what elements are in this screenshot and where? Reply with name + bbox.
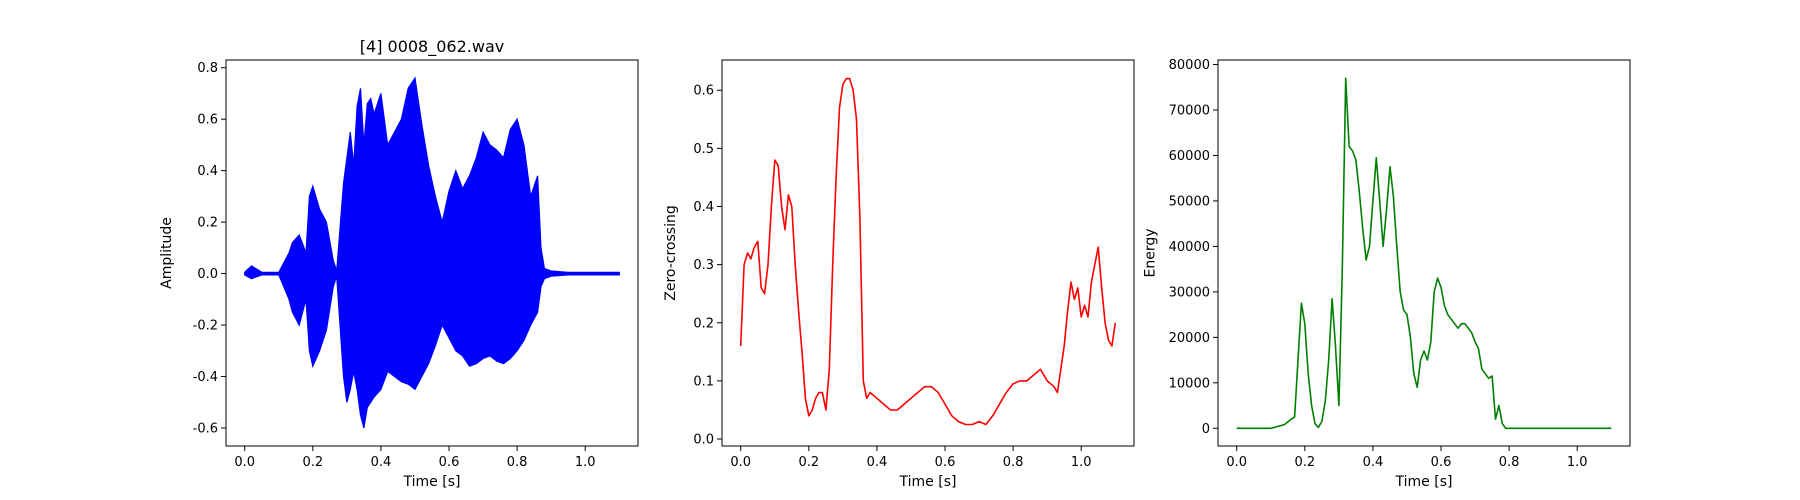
x-tick-label: 0.2 (798, 455, 819, 470)
axes-frame (225, 59, 639, 447)
amplitude-plot: 0.0 0.2 0.4 0.6 0.8 1.0 -0.6 -0.4 -0.2 0.0 0.2 0.4 0… (159, 37, 639, 490)
y-tick-label: 0.3 (693, 258, 714, 273)
y-axis-label: Energy (1143, 228, 1159, 277)
x-tick-label: 1.0 (1071, 455, 1092, 470)
y-tick-label: 70000 (1169, 104, 1210, 119)
x-tick-label: 0.4 (867, 455, 888, 470)
x-tick-label: 1.0 (1567, 455, 1588, 470)
zero-crossing-plot: 0.0 0.2 0.4 0.6 0.8 1.0 0.0 0.1 0.2 0.3 0.4 0.5 0.6 T… (663, 59, 1135, 490)
y-tick-label: 50000 (1169, 194, 1210, 209)
y-tick-label: 0.0 (197, 267, 218, 282)
x-tick-label: 0.0 (1226, 455, 1247, 470)
x-axis-label: Time [s] (1395, 474, 1453, 490)
y-tick-label: 60000 (1169, 149, 1210, 164)
x-tick-label: 0.8 (1003, 455, 1024, 470)
y-tick-label: 0.1 (693, 374, 714, 389)
x-tick-label: 0.6 (439, 455, 460, 470)
x-tick-label: 0.4 (1363, 455, 1384, 470)
axes-frame (1217, 59, 1631, 447)
y-axis-label: Amplitude (159, 217, 175, 289)
x-axis-label: Time [s] (403, 474, 461, 490)
x-tick-label: 0.0 (234, 455, 255, 470)
axes-frame (721, 59, 1135, 447)
y-tick-label: 0.8 (197, 61, 218, 76)
waveform-envelope (244, 76, 620, 429)
y-tick-label: 0.6 (693, 84, 714, 99)
energy-plot: 0.0 0.2 0.4 0.6 0.8 1.0 0 10000 20000 30000 40000 5… (1143, 58, 1631, 490)
x-tick-label: 0.8 (507, 455, 528, 470)
x-axis-label: Time [s] (899, 474, 957, 490)
chart-title: [4] 0008_062.wav (360, 37, 504, 57)
y-tick-label: -0.2 (193, 319, 218, 334)
series-line (739, 77, 1117, 426)
y-tick-label: 0.6 (197, 113, 218, 128)
y-tick-label: 0.2 (197, 216, 218, 231)
y-tick-label: 0.5 (693, 142, 714, 157)
x-tick-label: 0.2 (1294, 455, 1315, 470)
x-tick-label: 0.2 (302, 455, 323, 470)
y-tick-label: 80000 (1169, 58, 1210, 73)
x-tick-label: 0.4 (371, 455, 392, 470)
series-line (1236, 77, 1612, 430)
y-tick-label: -0.4 (193, 370, 218, 385)
y-tick-label: -0.6 (193, 421, 218, 436)
y-tick-label: 20000 (1169, 331, 1210, 346)
y-tick-label: 0.4 (693, 200, 714, 215)
y-tick-label: 0.4 (197, 164, 218, 179)
y-axis-label: Zero-crossing (663, 205, 679, 300)
y-tick-label: 0.2 (693, 316, 714, 331)
x-tick-label: 0.6 (1431, 455, 1452, 470)
y-tick-label: 40000 (1169, 240, 1210, 255)
y-tick-label: 10000 (1169, 376, 1210, 391)
y-tick-label: 30000 (1169, 285, 1210, 300)
x-tick-label: 1.0 (575, 455, 596, 470)
y-tick-label: 0 (1202, 422, 1210, 437)
x-tick-label: 0.0 (730, 455, 751, 470)
y-tick-label: 0.0 (693, 433, 714, 448)
x-tick-label: 0.8 (1499, 455, 1520, 470)
x-tick-label: 0.6 (935, 455, 956, 470)
